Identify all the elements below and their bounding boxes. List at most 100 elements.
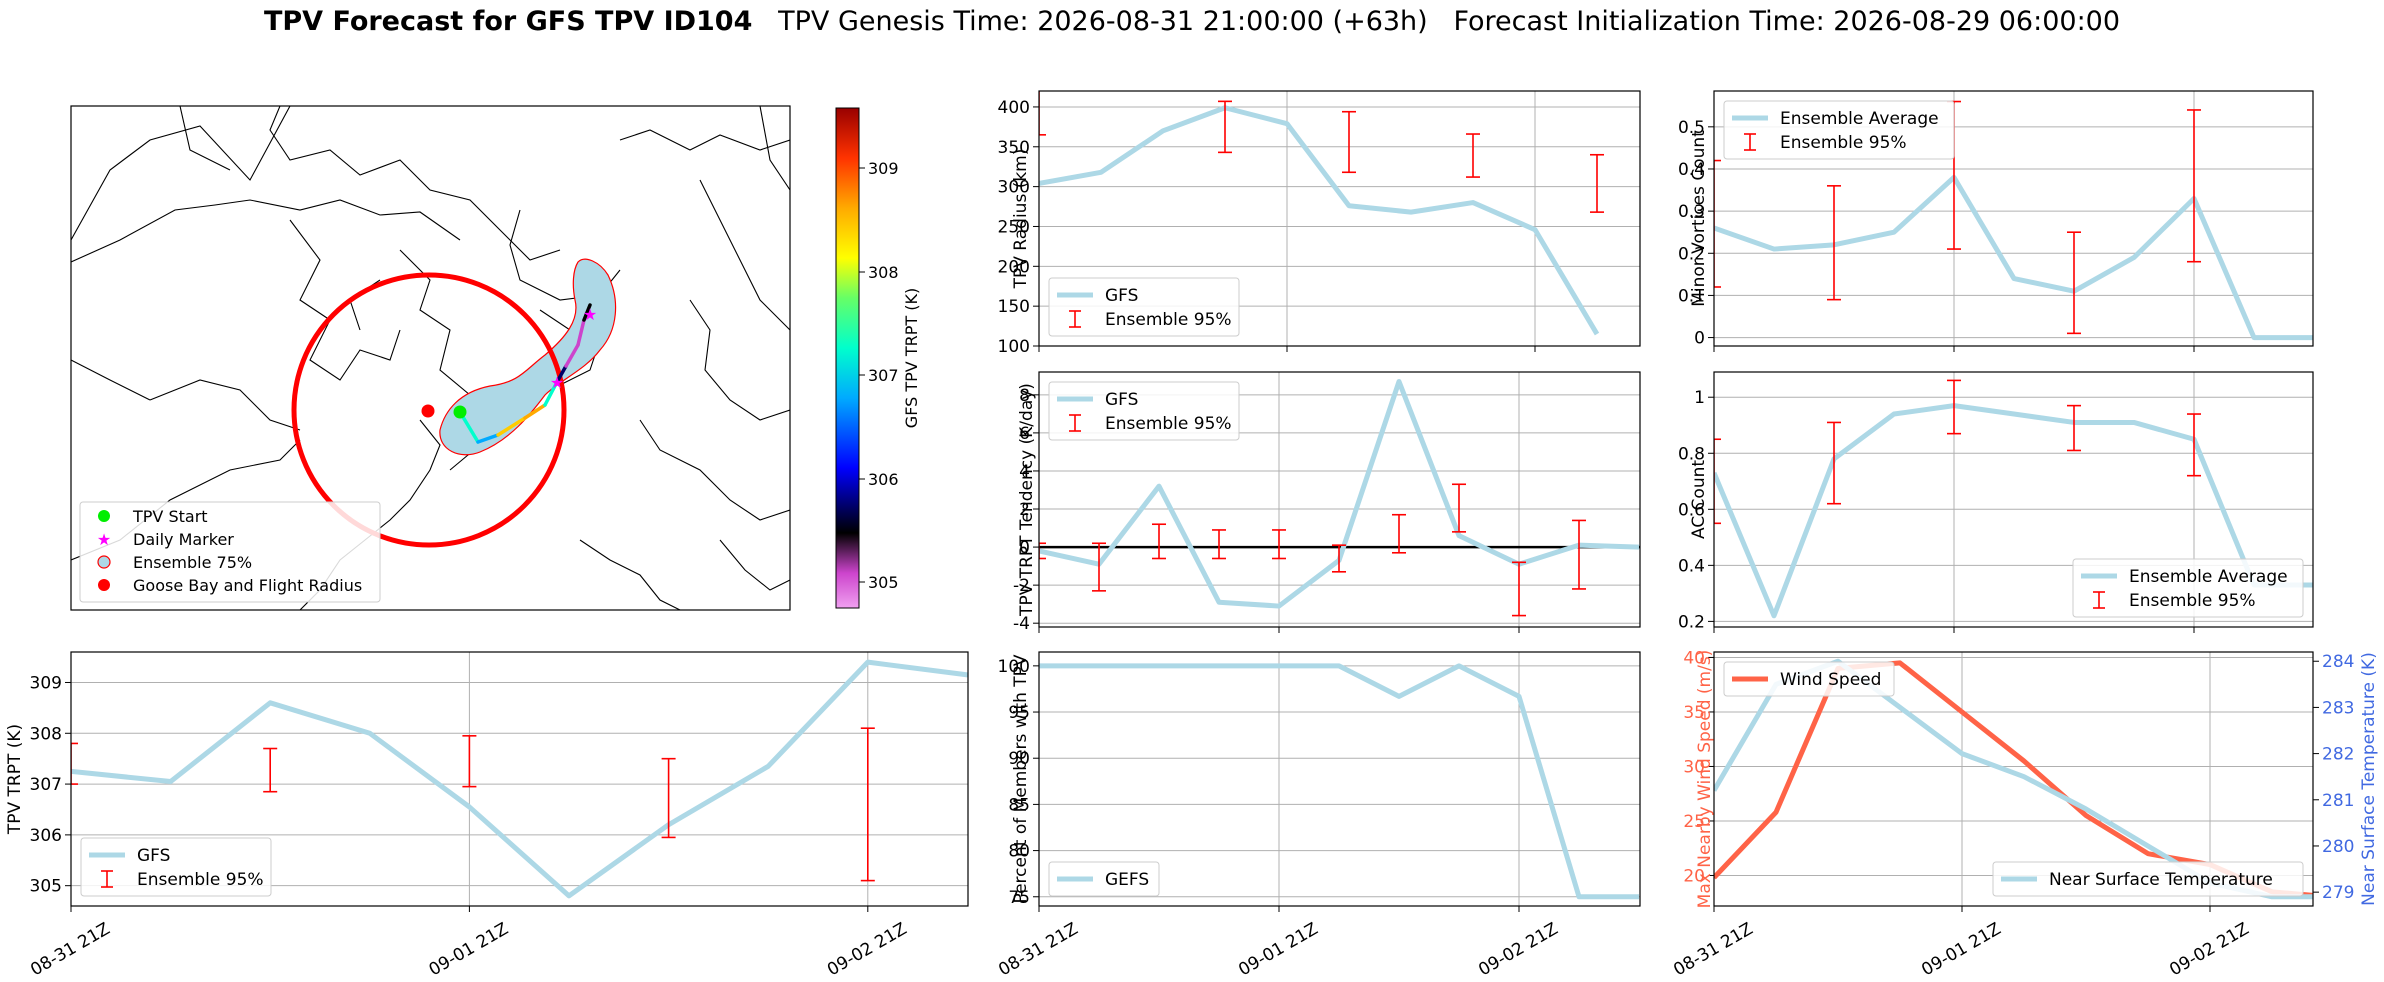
colorbar-tick-306: 306 — [868, 470, 899, 489]
tick-label-y: 95 — [1008, 703, 1030, 723]
legend-start-icon — [98, 510, 110, 522]
legend-label: Ensemble 95% — [1105, 310, 1232, 330]
legend: Ensemble Average Ensemble 95% — [1723, 100, 1955, 160]
legend-label: Ensemble Average — [2129, 567, 2288, 587]
series-line-gfs — [1039, 105, 1600, 336]
errorbar — [1039, 542, 1046, 560]
legend: GFS Ensemble 95% — [1048, 277, 1240, 337]
errorbar — [2067, 404, 2081, 452]
legend-ensemble-label: Ensemble 75% — [133, 553, 252, 572]
tick-label-y: -4 — [1013, 614, 1030, 634]
map-panel: ★ ★ TPV Start ★ Daily Marker Ensemble 75… — [70, 105, 921, 611]
series-line-gefs — [1039, 663, 1639, 900]
colorbar-tick-308: 308 — [868, 263, 899, 282]
legend-start-label: TPV Start — [132, 507, 208, 526]
tick-label-y: 0 — [1019, 538, 1030, 558]
tick-label-y: 90 — [1008, 749, 1030, 769]
legend-ensemble-icon — [97, 555, 111, 569]
errorbar — [1092, 542, 1106, 592]
errorbar — [661, 757, 676, 839]
tick-label-y: 306 — [30, 826, 62, 846]
errorbar — [1590, 153, 1604, 213]
tick-label-y: 1 — [1694, 388, 1705, 408]
panel-frame — [1038, 371, 1641, 628]
legend: GFS Ensemble 95% — [1048, 381, 1240, 441]
series-line-gfs — [71, 659, 968, 899]
panel-frame — [1038, 651, 1641, 907]
tick-label-y: 100 — [998, 657, 1030, 677]
legend-marker-icon: ★ — [97, 530, 111, 549]
tick-label-y: 0.1 — [1678, 286, 1705, 306]
figure-title: TPV Forecast for GFS TPV ID104 TPV Genes… — [0, 6, 2384, 37]
errorbar — [860, 727, 875, 882]
errorbar — [1572, 519, 1586, 590]
tick-label-y: 400 — [998, 98, 1030, 118]
axis-label-y: Percent of Members with TPV — [1011, 654, 1031, 903]
axis-label-y: TPV TRPT (K) — [5, 724, 25, 835]
tick-label-y2: 284 — [2322, 652, 2354, 672]
legend-box — [80, 837, 272, 897]
colorbar: 309 308 307 306 305 GFS TPV TRPT (K) — [835, 107, 921, 609]
tick-label-y: 0.4 — [1678, 160, 1705, 180]
axis-label-y: TPV Radius (km) — [1011, 149, 1031, 290]
errorbar — [1947, 379, 1961, 435]
legend-box — [2072, 558, 2304, 618]
colorbar-label: GFS TPV TRPT (K) — [902, 288, 921, 428]
tick-label-y: 0.2 — [1678, 244, 1705, 264]
errorbar — [1714, 438, 1721, 525]
errorbar — [1039, 91, 1046, 136]
legend-label: Ensemble Average — [1780, 109, 1939, 129]
legend-label: GFS — [137, 846, 170, 866]
panel-frame — [1713, 90, 2314, 347]
legend-label: Near Surface Temperature — [2049, 870, 2273, 890]
legend-box — [1723, 661, 1895, 697]
errorbar — [1714, 159, 1721, 288]
errorbar — [462, 735, 477, 788]
figure-title-bold: TPV Forecast for GFS TPV ID104 — [263, 6, 753, 37]
panel-frame — [1713, 651, 2314, 907]
tick-label-y2: 279 — [2322, 883, 2354, 903]
legend-marker-label: Daily Marker — [133, 530, 234, 549]
legend-label: Ensemble 95% — [2129, 591, 2256, 611]
figure-title-rest: TPV Genesis Time: 2026-08-31 21:00:00 (+… — [752, 6, 2121, 37]
axis-label-y: Max Nearby Wind Speed (m/s) — [1695, 650, 1715, 909]
legend-label: GFS — [1105, 286, 1138, 306]
panel-wind: 20 25 30 35 40 08-31 21Z 09-01 21Z 09-02 21Z 279… — [1670, 648, 2379, 980]
legend-label: GEFS — [1105, 870, 1149, 890]
tick-label-y: 0.5 — [1678, 118, 1705, 138]
errorbar — [2187, 413, 2201, 477]
legend-box — [1048, 381, 1240, 441]
tick-label-y: 80 — [1008, 842, 1030, 862]
errorbar — [1466, 133, 1480, 178]
tick-label-y2: 280 — [2322, 837, 2354, 857]
tick-label-y: 85 — [1008, 795, 1030, 815]
panel-frame — [1713, 371, 2314, 628]
tick-label-y: 20 — [1683, 866, 1705, 886]
tick-label-y: 0.6 — [1678, 500, 1705, 520]
legend: Wind Speed — [1723, 661, 1895, 697]
errorbar — [1827, 185, 1841, 301]
colorbar-tick-309: 309 — [868, 159, 899, 178]
axis-label-y: AC Count — [1689, 460, 1709, 539]
legend-label: Wind Speed — [1780, 670, 1881, 690]
tick-label-x: 09-02 21Z — [2166, 919, 2252, 980]
errorbar — [1218, 100, 1232, 154]
legend-box — [1048, 277, 1240, 337]
ensemble-75-region — [439, 258, 617, 456]
errorbar — [2187, 109, 2201, 263]
tick-label-y: 8 — [1019, 386, 1030, 406]
series-line-ensemble-average — [1714, 174, 2313, 341]
tick-label-y: 35 — [1683, 703, 1705, 723]
tick-label-y: 200 — [998, 257, 1030, 277]
tick-label-y: 40 — [1683, 648, 1705, 668]
legend-box — [1723, 100, 1955, 160]
errorbar — [1827, 421, 1841, 505]
tick-label-y: 0 — [1694, 329, 1705, 349]
tpv-start-marker — [453, 405, 467, 419]
legend-label: Ensemble 95% — [137, 870, 264, 890]
tick-label-x: 09-01 21Z — [426, 919, 512, 980]
errorbar — [1272, 529, 1286, 560]
axis-label-y: TPV TRPT Tendency (K/day) — [1017, 383, 1037, 617]
errorbar — [1452, 483, 1466, 533]
